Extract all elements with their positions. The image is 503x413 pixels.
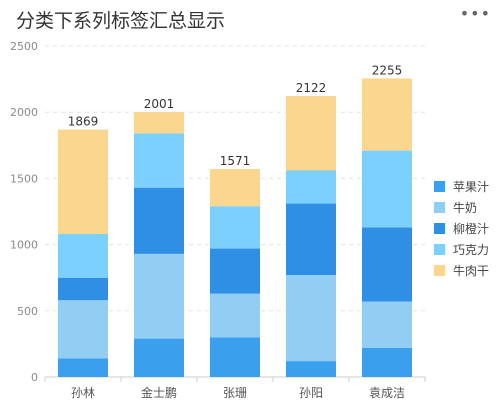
bar-segment — [134, 112, 184, 134]
legend-label: 柳橙汁 — [453, 222, 490, 236]
total-label: 2122 — [296, 81, 327, 95]
x-tick-label: 张珊 — [223, 386, 247, 400]
total-label: 2001 — [144, 97, 175, 111]
bar-segment — [58, 300, 108, 359]
x-tick-label: 孙林 — [71, 386, 95, 400]
x-tick-label: 袁成洁 — [369, 386, 405, 400]
bar-segment — [362, 347, 412, 377]
chart-title: 分类下系列标签汇总显示 — [16, 10, 226, 32]
legend-item[interactable]: 苹果汁 — [434, 176, 489, 197]
bar-segment — [210, 206, 260, 249]
x-tick-label: 孙阳 — [299, 386, 323, 400]
bar-segment — [210, 168, 260, 207]
bar-segment — [286, 203, 336, 276]
x-tick-label: 金士鹏 — [141, 385, 177, 400]
y-tick-label: 0 — [31, 371, 38, 384]
bar-segment — [134, 253, 184, 339]
legend-swatch — [434, 223, 445, 234]
bar-segment — [134, 338, 184, 377]
legend-swatch — [434, 181, 445, 192]
total-label: 2255 — [372, 63, 403, 77]
legend-label: 巧克力 — [453, 243, 490, 257]
bar-segment — [58, 234, 108, 278]
bar-segment — [210, 248, 260, 294]
legend-item[interactable]: 巧克力 — [434, 239, 489, 260]
bar-segment — [362, 301, 412, 348]
legend-item[interactable]: 柳橙汁 — [434, 218, 489, 239]
bar-segment — [286, 170, 336, 204]
bar-segment — [58, 129, 108, 235]
y-tick-label: 2500 — [10, 40, 38, 53]
more-icon[interactable]: ••• — [459, 4, 491, 23]
legend-label: 苹果汁 — [453, 180, 490, 194]
bar-segment — [134, 133, 184, 188]
legend-item[interactable]: 牛奶 — [434, 197, 489, 218]
legend-swatch — [434, 244, 445, 255]
bar-segment — [286, 96, 336, 171]
total-label: 1869 — [68, 115, 99, 129]
bar-segment — [286, 275, 336, 362]
bar-segment — [210, 337, 260, 377]
total-label: 1571 — [220, 154, 251, 168]
legend-label: 牛奶 — [453, 201, 478, 215]
bar-segment — [362, 150, 412, 228]
bar-segment — [286, 361, 336, 377]
y-tick-label: 1500 — [10, 172, 38, 185]
y-tick-label: 2000 — [10, 106, 38, 119]
legend-label: 牛肉干 — [453, 264, 490, 278]
bar-segment — [134, 187, 184, 254]
y-tick-label: 1000 — [10, 239, 38, 252]
legend-swatch — [434, 265, 445, 276]
bar-segment — [362, 227, 412, 302]
bar-segment — [58, 277, 108, 301]
bar-segment — [362, 78, 412, 151]
legend-swatch — [434, 202, 445, 213]
y-tick-label: 500 — [17, 305, 38, 318]
legend: 苹果汁牛奶柳橙汁巧克力牛肉干 — [434, 176, 489, 281]
bar-segment — [58, 358, 108, 377]
bar-segment — [210, 293, 260, 338]
legend-item[interactable]: 牛肉干 — [434, 260, 489, 281]
